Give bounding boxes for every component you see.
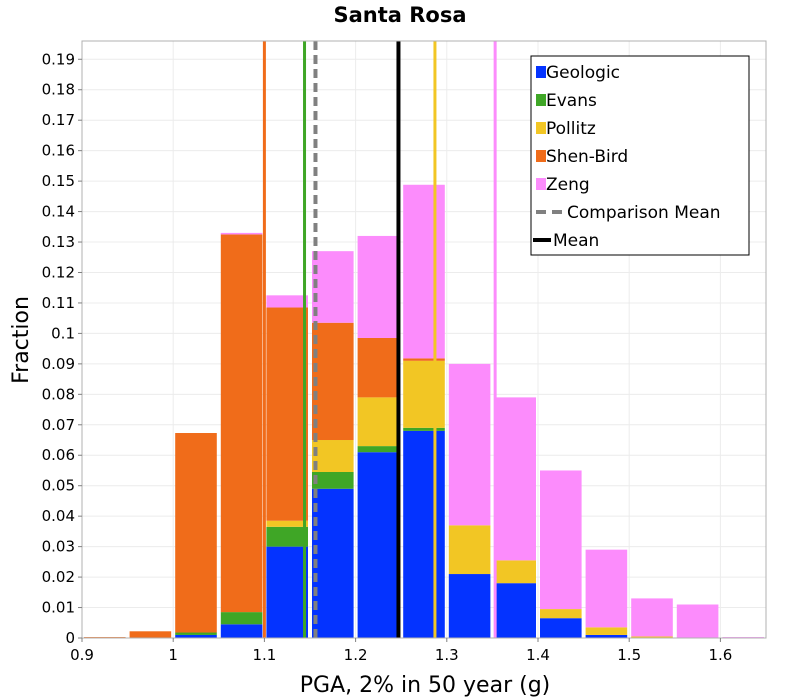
y-axis-title: Fraction <box>9 296 34 384</box>
bar-pollitz <box>266 520 308 527</box>
bar-zeng <box>448 363 491 526</box>
bar-shen-bird <box>175 433 217 633</box>
y-tick-label: 0.01 <box>42 599 75 617</box>
bar-evans <box>220 612 263 625</box>
y-tick-label: 0.11 <box>42 294 75 312</box>
y-tick-label: 0.19 <box>42 50 75 68</box>
bar-evans <box>357 446 400 453</box>
y-tick-label: 0 <box>65 629 75 647</box>
bar-zeng <box>266 295 308 308</box>
bars <box>84 184 764 638</box>
bar-shen-bird <box>129 631 172 638</box>
bar-zeng <box>540 470 582 610</box>
chart-title: Santa Rosa <box>333 3 466 27</box>
legend-label-geologic: Geologic <box>546 63 620 83</box>
y-tick-label: 0.03 <box>42 538 75 556</box>
legend-swatch-evans <box>536 94 546 106</box>
x-tick-label: 1.5 <box>617 646 641 664</box>
bar-evans <box>266 526 308 547</box>
x-tick-label: 1.1 <box>252 646 276 664</box>
bar-geologic <box>266 546 308 638</box>
bar-pollitz <box>312 440 354 472</box>
bar-shen-bird <box>357 337 400 398</box>
bar-evans <box>175 632 217 635</box>
legend-label-comparison-mean: Comparison Mean <box>567 203 721 223</box>
bar-zeng <box>585 549 628 628</box>
x-tick-label: 1 <box>168 646 178 664</box>
mean-lines <box>262 41 497 638</box>
legend-label-evans: Evans <box>546 91 597 111</box>
bar-zeng <box>312 251 354 323</box>
y-tick-label: 0.09 <box>42 355 75 373</box>
legend-label-shen-bird: Shen-Bird <box>546 147 628 167</box>
bar-zeng <box>676 604 719 638</box>
bar-zeng <box>220 232 263 235</box>
bar-geologic <box>403 430 445 638</box>
x-tick-label: 1.3 <box>435 646 459 664</box>
legend-swatch-zeng <box>536 178 546 190</box>
y-tick-label: 0.02 <box>42 568 75 586</box>
y-tick-label: 0.14 <box>42 203 75 221</box>
y-tick-label: 0.16 <box>42 142 75 160</box>
bar-geologic <box>357 452 400 638</box>
x-tick-label: 1.2 <box>344 646 368 664</box>
bar-geologic <box>448 574 491 638</box>
bar-pollitz <box>494 560 536 584</box>
y-axis: 0 0.01 0.02 0.03 0.04 0.05 0.06 0.07 0.08 0.09 0.1… <box>42 50 82 647</box>
bar-zeng <box>631 598 673 637</box>
legend-label-zeng: Zeng <box>546 175 590 195</box>
plot-area <box>81 40 767 639</box>
y-tick-label: 0.17 <box>42 111 75 129</box>
legend-box <box>530 55 750 256</box>
legend-swatch-shen-bird <box>536 150 546 162</box>
legend-label-pollitz: Pollitz <box>546 119 596 139</box>
y-tick-label: 0.08 <box>42 385 75 403</box>
bar-pollitz <box>448 525 491 575</box>
bar-pollitz <box>540 609 582 619</box>
bar-zeng <box>357 235 400 338</box>
x-axis: 0.9 1 1.1 1.2 1.3 1.4 1.5 1.6 <box>70 638 732 664</box>
y-tick-label: 0.1 <box>51 324 75 342</box>
legend-label-mean: Mean <box>553 231 599 251</box>
legend-swatch-geologic <box>536 66 546 78</box>
bar-pollitz <box>631 636 673 638</box>
y-tick-label: 0.15 <box>42 172 75 190</box>
y-tick-label: 0.18 <box>42 81 75 99</box>
bar-geologic <box>494 583 536 638</box>
y-tick-label: 0.06 <box>42 446 75 464</box>
bar-geologic <box>220 624 263 638</box>
x-tick-label: 1.6 <box>708 646 732 664</box>
bar-zeng <box>494 397 536 561</box>
bar-shen-bird <box>266 307 308 521</box>
bar-pollitz <box>357 397 400 447</box>
bar-pollitz <box>585 627 628 635</box>
legend: Geologic Evans Pollitz Shen-Bird Zeng Compari… <box>530 55 750 256</box>
bar-evans <box>312 471 354 489</box>
y-tick-label: 0.13 <box>42 233 75 251</box>
x-tick-label: 1.4 <box>526 646 550 664</box>
x-axis-title: PGA, 2% in 50 year (g) <box>300 673 551 698</box>
bar-zeng <box>403 184 445 359</box>
y-tick-label: 0.04 <box>42 507 75 525</box>
bar-evans <box>403 427 445 431</box>
bar-geologic <box>585 634 628 638</box>
bar-shen-bird <box>312 322 354 441</box>
x-tick-label: 0.9 <box>70 646 94 664</box>
y-tick-label: 0.05 <box>42 477 75 495</box>
y-tick-label: 0.07 <box>42 416 75 434</box>
bar-pollitz <box>403 360 445 428</box>
bar-shen-bird <box>220 234 263 613</box>
legend-swatch-pollitz <box>536 122 546 134</box>
bar-geologic <box>312 488 354 638</box>
bar-geologic <box>540 618 582 638</box>
y-tick-label: 0.12 <box>42 263 75 281</box>
bar-shen-bird <box>403 358 445 361</box>
bar-geologic <box>175 634 217 638</box>
